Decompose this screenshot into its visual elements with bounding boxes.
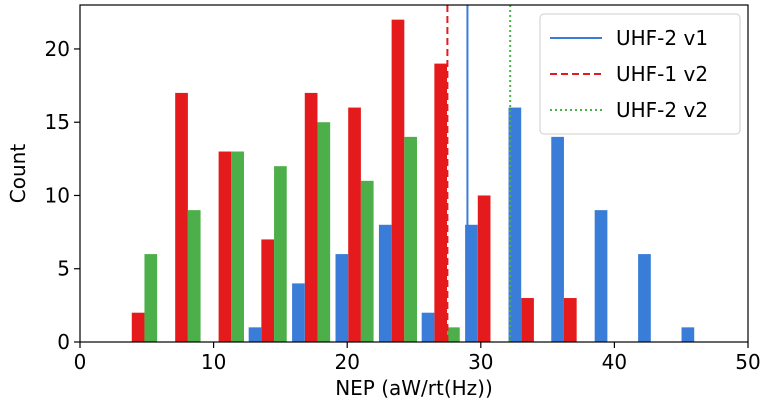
y-tick-label-1: 5 (57, 257, 70, 281)
plot-layer (131, 5, 695, 343)
bar-series-1-bin-5 (360, 180, 374, 342)
x-tick-label-0: 0 (74, 350, 87, 374)
bar-series-0-bin-3 (261, 239, 275, 342)
bar-series-0-bin-0 (131, 312, 145, 342)
y-axis-label: Count (6, 144, 30, 204)
bar-series-0-bin-7 (434, 63, 448, 343)
y-tick-label-4: 20 (45, 37, 70, 61)
bar-series-1-bin-7 (447, 327, 460, 342)
bar-series-2-bin-9 (638, 254, 651, 342)
y-tick-label-0: 0 (57, 330, 70, 354)
bar-series-2-bin-0 (248, 327, 262, 342)
bar-series-2-bin-1 (292, 283, 305, 342)
bar-series-0-bin-10 (563, 298, 577, 342)
legend-label-1: UHF-1 v2 (616, 62, 708, 86)
bar-series-1-bin-1 (187, 210, 201, 342)
x-tick-label-2: 20 (334, 350, 359, 374)
bar-series-2-bin-10 (681, 327, 695, 342)
legend-label-0: UHF-2 v1 (616, 26, 708, 50)
bar-series-0-bin-8 (477, 195, 491, 342)
bar-series-1-bin-4 (317, 122, 331, 342)
x-axis-label: NEP (aW/rt(Hz)) (335, 376, 493, 400)
plot-frame (79, 4, 749, 343)
x-tick-label-4: 40 (602, 350, 627, 374)
legend-label-2: UHF-2 v2 (616, 98, 708, 122)
ticks-layer: 0 10 20 30 40 50 0 5 10 15 20 (45, 37, 761, 374)
bar-series-2-bin-7 (551, 136, 564, 342)
y-tick-label-2: 10 (45, 183, 70, 207)
bar-series-2-bin-3 (378, 224, 392, 342)
bar-series-0-bin-2 (218, 151, 232, 342)
bar-series-2-bin-6 (508, 107, 522, 342)
bar-series-2-bin-8 (594, 210, 608, 342)
bar-series-0-bin-5 (348, 107, 361, 342)
x-tick-label-1: 10 (201, 350, 226, 374)
bar-series-0-bin-4 (304, 92, 318, 342)
bar-series-1-bin-6 (404, 136, 417, 342)
legend: UHF-2 v1 UHF-1 v2 UHF-2 v2 (539, 13, 741, 135)
bar-series-0-bin-6 (391, 19, 405, 343)
bar-series-1-bin-0 (144, 254, 158, 342)
bar-series-0-bin-9 (521, 298, 534, 342)
x-tick-label-5: 50 (735, 350, 760, 374)
bar-series-0-bin-1 (175, 92, 188, 342)
bar-series-2-bin-4 (421, 312, 435, 342)
y-tick-label-3: 15 (45, 110, 70, 134)
bar-series-2-bin-2 (335, 254, 349, 342)
x-tick-label-3: 30 (468, 350, 493, 374)
legend-box (539, 13, 741, 135)
bar-series-1-bin-2 (231, 151, 244, 342)
bar-series-1-bin-3 (274, 166, 287, 342)
